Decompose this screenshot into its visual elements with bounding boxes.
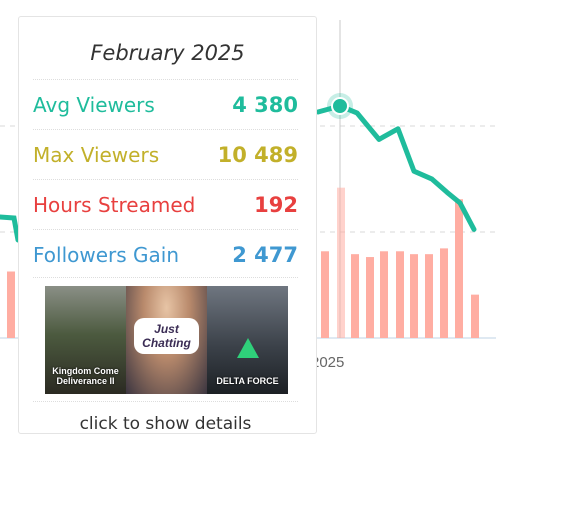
game-cover-just-chatting[interactable]: Just Chatting [126, 286, 207, 394]
bar-partial [7, 271, 15, 338]
avg-viewers-line [315, 103, 477, 232]
max-viewers-label: Max Viewers [33, 143, 160, 167]
bar-2 [351, 254, 359, 338]
followers-gain-row: Followers Gain 2 477 [33, 229, 298, 280]
show-details-link[interactable]: click to show details [33, 401, 298, 433]
game-cover-kingdom-come[interactable]: Kingdom Come Deliverance II [45, 286, 126, 394]
avg-viewers-value: 4 380 [232, 93, 298, 117]
game-title-just-chatting: Just Chatting [134, 318, 199, 354]
game-title-kingdom-come: Kingdom Come Deliverance II [52, 366, 119, 386]
games-divider [33, 277, 298, 278]
bar-3 [366, 257, 374, 338]
followers-gain-label: Followers Gain [33, 243, 180, 267]
tooltip-title: February 2025 [90, 41, 245, 65]
bar-9 [455, 199, 463, 338]
hours-streamed-value: 192 [254, 193, 298, 217]
games-strip: Kingdom Come Deliverance II Just Chattin… [45, 286, 288, 394]
avg-viewers-label: Avg Viewers [33, 93, 155, 117]
x-tick-label: 2025 [311, 354, 344, 371]
highlight-point [331, 97, 349, 115]
avg-viewers-row: Avg Viewers 4 380 [33, 79, 298, 130]
game-cover-delta-force[interactable]: DELTA FORCE [207, 286, 288, 394]
avg-viewers-line-partial [0, 214, 21, 243]
game-title-delta-force: DELTA FORCE [216, 376, 279, 386]
hours-streamed-label: Hours Streamed [33, 193, 196, 217]
bar-7 [425, 254, 433, 338]
delta-force-logo-icon [237, 338, 259, 358]
bar-0 [321, 251, 329, 338]
bar-8 [440, 248, 448, 338]
bar-10 [471, 294, 479, 338]
bar-6 [410, 254, 418, 338]
max-viewers-row: Max Viewers 10 489 [33, 129, 298, 180]
max-viewers-value: 10 489 [217, 143, 298, 167]
followers-gain-value: 2 477 [232, 243, 298, 267]
bar-4 [380, 251, 388, 338]
bar-1 [337, 187, 345, 338]
chart-tooltip[interactable]: February 2025 Avg Viewers 4 380 Max View… [18, 16, 317, 434]
bar-5 [396, 251, 404, 338]
hours-streamed-row: Hours Streamed 192 [33, 179, 298, 230]
